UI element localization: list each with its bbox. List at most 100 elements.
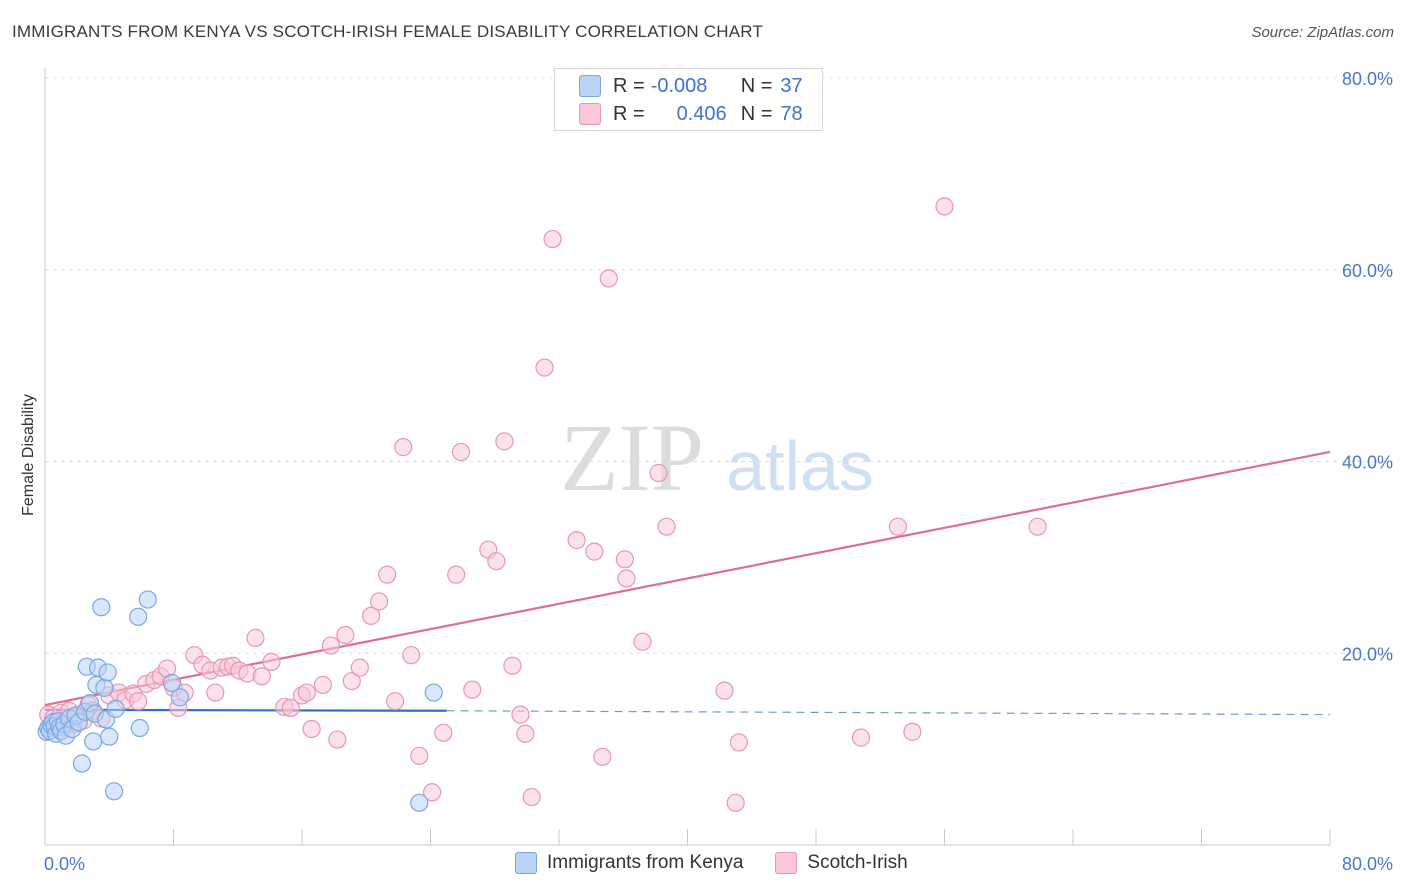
scotch-irish-point [585, 542, 604, 561]
chart-title: IMMIGRANTS FROM KENYA VS SCOTCH-IRISH FE… [12, 22, 764, 41]
x-tick-label: 0.0% [44, 854, 85, 874]
scotch-irish-point [386, 692, 405, 711]
scotch-irish-point [361, 606, 381, 625]
kenya-point [162, 673, 181, 693]
scotch-irish-point [617, 569, 636, 588]
scotch-irish-point [410, 746, 429, 765]
kenya-point [424, 683, 443, 702]
scotch-irish-point [378, 565, 397, 584]
kenya-point [95, 678, 114, 697]
y-tick-label: 60.0% [1342, 261, 1393, 281]
scotch-irish-point [423, 783, 442, 802]
scotch-irish-point [851, 728, 871, 747]
y-tick-label: 80.0% [1342, 69, 1393, 89]
kenya-point [98, 663, 117, 682]
x-tick-label: 80.0% [1342, 854, 1393, 874]
scotch-irish-point [451, 442, 471, 462]
scotch-irish-point [370, 592, 389, 611]
scotch-irish-point [657, 517, 676, 536]
scotch-irish-point [252, 667, 271, 686]
blue-swatch [515, 852, 537, 874]
legend-label-kenya: Immigrants from Kenya [547, 852, 744, 873]
r-label: R = [613, 74, 645, 97]
legend-item-kenya: Immigrants from Kenya [515, 852, 743, 874]
kenya-point [138, 590, 157, 609]
watermark-atlas: atlas [726, 427, 874, 505]
trend-line-kenya-extension [446, 710, 1331, 716]
scotch-irish-point [313, 675, 332, 694]
tick-labels: 20.0% 40.0% 60.0% 80.0% 0.0% 80.0% [44, 69, 1393, 874]
scotch-irish-point [321, 636, 341, 655]
scotch-irish-point [447, 565, 466, 584]
chart-source: Source: ZipAtlas.com [1251, 24, 1394, 41]
n-value: 78 [780, 102, 803, 125]
watermark-zip: ZIP [560, 404, 704, 511]
scotch-irish-point [903, 722, 922, 741]
n-label: N = [740, 74, 773, 97]
scotch-irish-point [246, 628, 265, 648]
r-value: -0.008 [650, 74, 708, 97]
scotch-irish-point [511, 705, 530, 724]
scotch-irish-point [350, 658, 369, 677]
trend-line-scotch-irish [44, 450, 1331, 707]
scotch-irish-point [729, 733, 749, 752]
blue-swatch [579, 75, 601, 97]
scotch-irish-point [129, 692, 148, 711]
scotch-irish-point [394, 438, 413, 457]
r-label: R = [613, 102, 645, 125]
scotch-irish-point [302, 719, 321, 739]
kenya-point [170, 688, 190, 707]
series-legend: Immigrants from Kenya Scotch-Irish [515, 852, 940, 874]
scotch-irish-point [715, 681, 734, 700]
legend-row-kenya: R = -0.008 N = 37 [555, 72, 803, 100]
kenya-point [104, 782, 124, 801]
scotch-irish-point [535, 358, 554, 377]
scotch-irish-point [487, 552, 506, 571]
scotch-irish-point [281, 698, 300, 717]
grid-lines [45, 77, 1393, 654]
scotch-irish-point [342, 671, 361, 691]
scotch-irish-point [402, 646, 421, 665]
legend-label-scotch-irish: Scotch-Irish [807, 852, 908, 873]
scotch-irish-point [516, 724, 535, 743]
r-value: 0.406 [676, 102, 727, 125]
scotch-irish-point [522, 787, 541, 807]
n-value: 37 [780, 74, 803, 97]
scotch-irish-point [615, 550, 634, 569]
scotch-irish-point [328, 730, 347, 749]
kenya-point [130, 718, 149, 738]
scotch-irish-point [1028, 517, 1047, 536]
scotch-irish-point [262, 652, 281, 671]
scotch-irish-point [599, 269, 618, 288]
pink-swatch [579, 103, 601, 125]
y-tick-label: 40.0% [1342, 453, 1393, 473]
scotch-irish-point [935, 197, 954, 216]
kenya-point [106, 699, 125, 718]
scotch-irish-point [495, 432, 514, 451]
legend-item-scotch-irish: Scotch-Irish [775, 852, 908, 874]
kenya-point [100, 727, 119, 746]
scotch-irish-point [593, 747, 612, 766]
scotch-irish-point [543, 229, 562, 249]
correlation-legend: R = -0.008 N = 37 R = 0.406 N = 78 [554, 68, 823, 131]
y-tick-label: 20.0% [1342, 644, 1393, 664]
scotch-irish-point [888, 517, 908, 536]
scotch-irish-point [649, 463, 668, 483]
scotch-irish-point [726, 793, 745, 812]
kenya-point [72, 754, 92, 773]
kenya-point [84, 732, 103, 751]
scotch-irish-points [39, 197, 1047, 812]
scotch-irish-point [633, 632, 652, 651]
legend-row-scotch-irish: R = 0.406 N = 78 [555, 100, 803, 128]
scotch-irish-point [206, 683, 225, 702]
scotch-irish-point [567, 531, 586, 550]
y-axis-label: Female Disability [20, 394, 37, 516]
scotch-irish-point [503, 656, 522, 675]
pink-swatch [775, 852, 798, 874]
n-label: N = [740, 102, 773, 125]
kenya-points [37, 590, 443, 812]
scotch-irish-point [336, 625, 355, 645]
scotch-irish-point [463, 680, 482, 699]
kenya-point [410, 793, 429, 812]
